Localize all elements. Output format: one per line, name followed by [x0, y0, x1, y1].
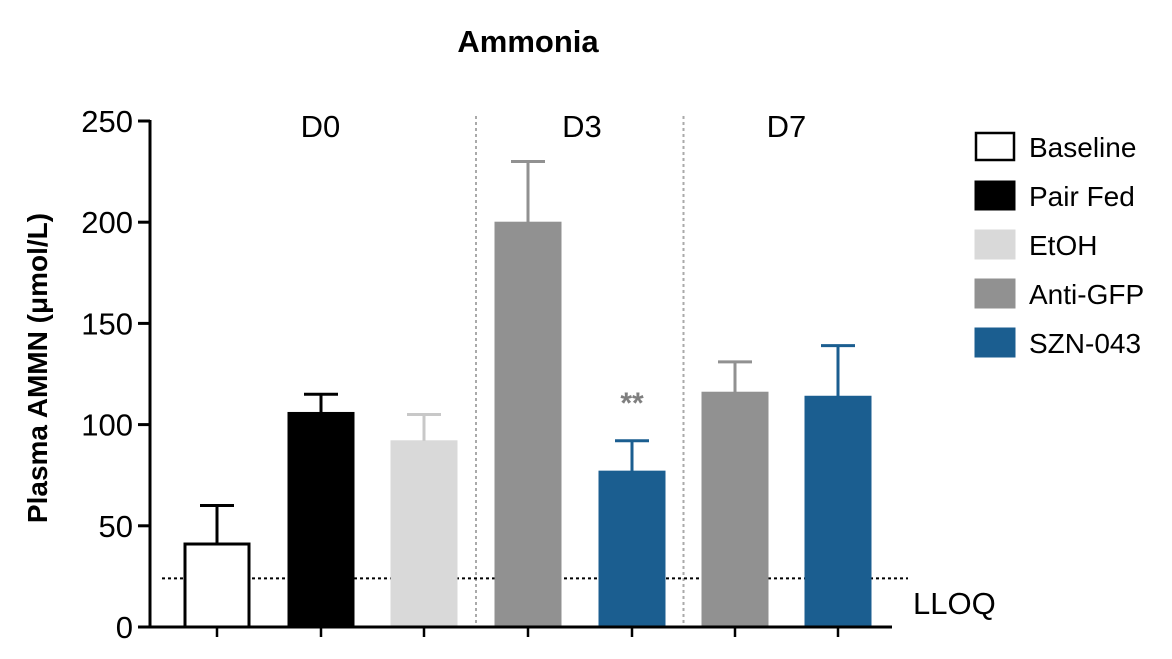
group-label-d0: D0 [301, 109, 341, 144]
bar-d7-szn-043 [804, 395, 872, 628]
lloq-label: LLOQ [913, 586, 996, 621]
legend-label-pair-fed: Pair Fed [1029, 181, 1135, 212]
chart-title: Ammonia [457, 24, 599, 59]
axes: 0 50 100 150 200 250 [81, 104, 892, 645]
y-tick-label: 200 [81, 205, 133, 240]
y-tick-label: 50 [99, 509, 133, 544]
legend-label-anti-gfp: Anti-GFP [1029, 279, 1144, 310]
legend-label-szn-043: SZN-043 [1029, 328, 1141, 359]
y-axis-label: Plasma AMMN (μmol/L) [22, 213, 53, 523]
y-tick-label: 250 [81, 104, 133, 139]
bar-d0-baseline [183, 542, 251, 629]
bar-d0-etoh [390, 440, 458, 628]
legend-label-etoh: EtOH [1029, 230, 1097, 261]
bar-d0-pair-fed [287, 411, 355, 628]
legend-swatch-etoh [974, 229, 1016, 260]
group-labels: D0 D3 D7 [301, 109, 807, 144]
group-label-d7: D7 [767, 109, 807, 144]
y-tick-label: 0 [116, 610, 133, 645]
legend-swatch-baseline [974, 131, 1016, 162]
y-tick-label: 150 [81, 306, 133, 341]
group-label-d3: D3 [562, 109, 602, 144]
y-tick-label: 100 [81, 408, 133, 443]
legend-swatch-anti-gfp [974, 278, 1016, 309]
group-dividers [475, 116, 685, 627]
bars-layer [183, 221, 872, 629]
error-bars-layer: ** [200, 159, 855, 545]
legend: Baseline Pair Fed EtOH Anti-GFP SZN-043 [974, 131, 1144, 359]
legend-swatch-szn-043 [974, 327, 1016, 358]
bar-d3-szn-043 [598, 470, 666, 628]
legend-label-baseline: Baseline [1029, 132, 1136, 163]
legend-swatch-pair-fed [974, 180, 1016, 211]
bar-d3-anti-gfp [494, 221, 562, 628]
significance-marker: ** [620, 387, 644, 420]
bar-d7-anti-gfp [701, 391, 769, 628]
